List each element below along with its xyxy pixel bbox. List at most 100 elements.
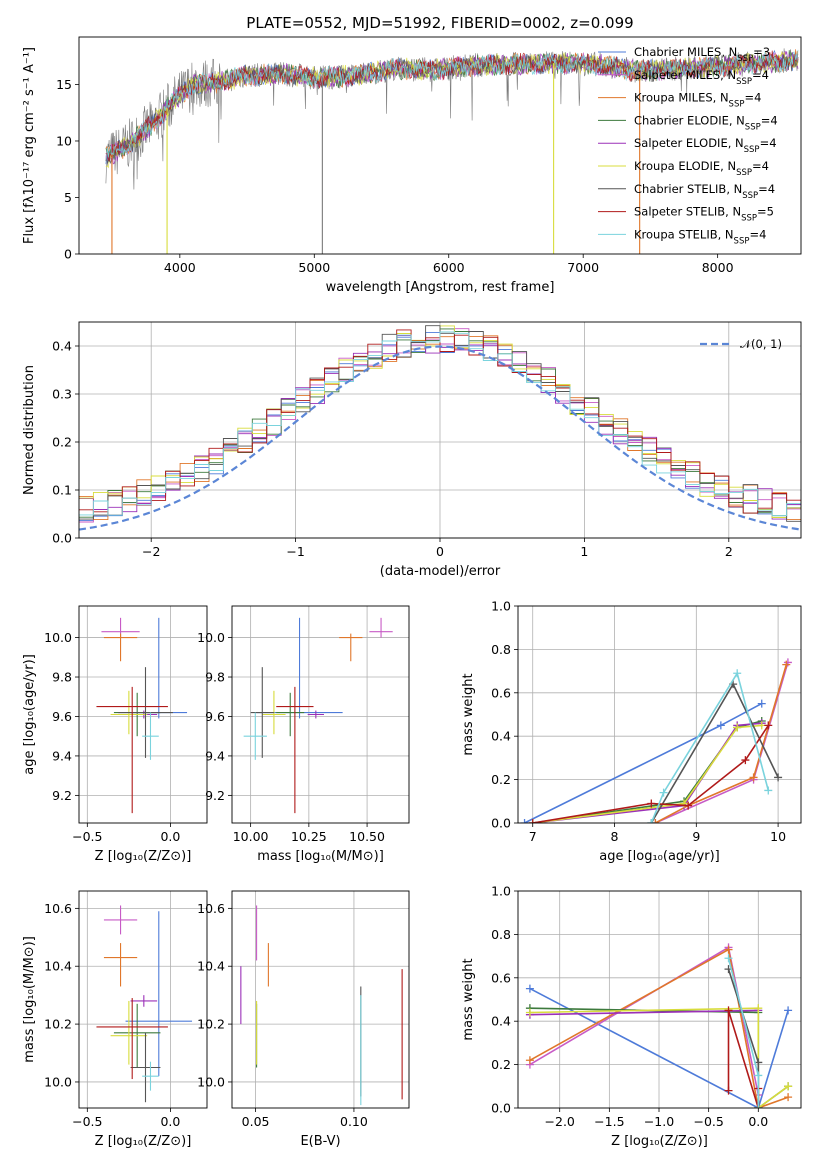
mass-weight-marker bbox=[651, 819, 660, 823]
legend-label: Chabrier ELODIE, NSSP=4 bbox=[634, 113, 778, 132]
x-tick-label: 8000 bbox=[702, 260, 734, 275]
y-axis-label: Flux [fλ10⁻¹⁷ erg cm⁻² s⁻¹ A⁻¹] bbox=[22, 47, 37, 244]
axes-frame bbox=[517, 605, 802, 824]
mass-weight-marker bbox=[733, 723, 742, 732]
y-tick-label: 9.6 bbox=[52, 709, 72, 724]
y-tick-label: 0.1 bbox=[52, 483, 72, 498]
residuals-panel: −2 −1 0 1 2 0.0 0.1 0.2 0.3 0.4 (data-model)/error… bbox=[22, 321, 802, 579]
x-tick-label: −1.5 bbox=[594, 1114, 624, 1129]
x-tick-label: −2.0 bbox=[545, 1114, 575, 1129]
y-tick-label: 1.0 bbox=[491, 599, 511, 614]
mass-weight-marker bbox=[520, 819, 529, 823]
y-axis-label: age [log₁₀(age/yr)] bbox=[22, 654, 37, 775]
y-tick-label: 0.0 bbox=[491, 1101, 511, 1116]
x-tick-label: 7000 bbox=[567, 260, 599, 275]
legend-label: Chabrier MILES, NSSP=3 bbox=[634, 45, 770, 64]
legend-label: Salpeter ELODIE, NSSP=4 bbox=[634, 136, 777, 155]
axes-frame bbox=[78, 890, 208, 1109]
mass-weight-line bbox=[655, 662, 789, 823]
y-tick-label: 0.3 bbox=[52, 387, 72, 402]
legend-label: Chabrier STELIB, NSSP=4 bbox=[634, 182, 775, 201]
mass-weight-marker bbox=[784, 1082, 793, 1091]
axes-frame bbox=[78, 36, 802, 255]
x-tick-label: 4000 bbox=[164, 260, 196, 275]
mass-weight-marker bbox=[774, 773, 783, 782]
mass-weight-marker bbox=[684, 801, 693, 810]
x-tick-label: 7 bbox=[529, 829, 537, 844]
mass-weight-marker bbox=[724, 945, 733, 954]
x-axis-label: Z [log₁₀(Z/Z⊙)] bbox=[95, 1134, 192, 1149]
x-tick-label: 0.0 bbox=[160, 829, 180, 844]
mass-weight-line bbox=[655, 664, 788, 823]
x-tick-label: 8 bbox=[611, 829, 619, 844]
age-vs-Z-plot-area bbox=[96, 617, 188, 814]
x-tick-label: 10.25 bbox=[291, 829, 327, 844]
mass-vs-Z-plot-area bbox=[96, 905, 193, 1103]
y-tick-label: 0.8 bbox=[491, 927, 511, 942]
y-tick-label: 9.8 bbox=[205, 670, 225, 685]
mass-weight-marker bbox=[754, 1071, 763, 1080]
y-axis-label: mass weight bbox=[461, 958, 476, 1040]
y-tick-label: 10.2 bbox=[197, 1017, 225, 1032]
y-tick-label: 9.4 bbox=[52, 748, 72, 763]
x-tick-label: 9 bbox=[692, 829, 700, 844]
mass-weight-marker bbox=[764, 786, 773, 795]
y-tick-label: 0.0 bbox=[491, 816, 511, 831]
y-tick-label: 5 bbox=[64, 190, 72, 205]
mass-weight-marker bbox=[716, 721, 725, 730]
spectrum-plot-area bbox=[105, 48, 799, 254]
mass-weight-marker bbox=[525, 984, 534, 993]
x-tick-label: 2 bbox=[725, 544, 733, 559]
mass-weight-marker bbox=[647, 819, 656, 823]
x-tick-label: 10.00 bbox=[233, 829, 269, 844]
x-tick-label: 6000 bbox=[433, 260, 465, 275]
mass-weight-line bbox=[529, 948, 789, 1108]
x-axis-label: E(B-V) bbox=[300, 1134, 340, 1149]
x-tick-label: 0.0 bbox=[160, 1114, 180, 1129]
age-vs-Z-panel: −0.5 0.0 9.2 9.4 9.6 9.8 10.0 Z [log₁₀(Z/Z⊙)] ag… bbox=[22, 605, 208, 864]
x-axis-label: (data-model)/error bbox=[380, 564, 501, 579]
residual-histogram bbox=[79, 331, 801, 517]
x-tick-label: 0.05 bbox=[242, 1114, 270, 1129]
y-tick-label: 10.6 bbox=[197, 901, 225, 916]
mass-weight-line bbox=[529, 1009, 759, 1016]
x-tick-label: −0.5 bbox=[72, 829, 102, 844]
mass-weight-marker bbox=[724, 1086, 733, 1095]
gaussian-curve bbox=[79, 345, 801, 531]
residuals-plot-area bbox=[79, 325, 801, 531]
figure-title: PLATE=0552, MJD=51992, FIBERID=0002, z=0… bbox=[246, 14, 633, 32]
x-tick-label: −1 bbox=[286, 544, 304, 559]
mass-weight-line bbox=[532, 724, 762, 823]
residual-histogram bbox=[79, 329, 801, 516]
y-tick-label: 0.2 bbox=[52, 435, 72, 450]
mass-weight-marker bbox=[528, 819, 537, 823]
y-tick-label: 0.6 bbox=[491, 970, 511, 985]
x-tick-label: 1 bbox=[580, 544, 588, 559]
x-tick-label: −1.0 bbox=[644, 1114, 674, 1129]
legend-label: Kroupa MILES, NSSP=4 bbox=[634, 91, 761, 110]
x-tick-label: 5000 bbox=[298, 260, 330, 275]
y-tick-label: 15 bbox=[56, 77, 72, 92]
mass-weight-marker bbox=[764, 721, 773, 730]
x-axis-label: age [log₁₀(age/yr)] bbox=[599, 849, 720, 864]
mass-weight-line bbox=[529, 987, 789, 1108]
x-tick-label: 0.0 bbox=[748, 1114, 768, 1129]
weight-vs-Z-panel: −2.0 −1.5 −1.0 −0.5 0.0 0.0 0.2 0.4 0.6 0.8 1.0 Z [… bbox=[461, 884, 802, 1149]
mass-weight-marker bbox=[724, 1006, 733, 1015]
x-axis-label: mass [log₁₀(M/M⊙)] bbox=[257, 849, 384, 864]
axes-frame bbox=[231, 605, 410, 824]
mass-weight-marker bbox=[659, 788, 668, 797]
mass-weight-marker bbox=[749, 773, 758, 782]
y-tick-label: 9.2 bbox=[52, 788, 72, 803]
age-vs-mass-panel: 10.00 10.25 10.50 9.2 9.4 9.6 9.8 10.0 mass [log… bbox=[197, 605, 410, 864]
mass-weight-marker bbox=[754, 1004, 763, 1013]
mass-weight-marker bbox=[784, 1093, 793, 1102]
y-tick-label: 10.6 bbox=[44, 901, 72, 916]
y-tick-label: 0.2 bbox=[491, 1057, 511, 1072]
y-tick-label: 0.8 bbox=[491, 642, 511, 657]
y-tick-label: 9.2 bbox=[205, 788, 225, 803]
legend-label: Kroupa ELODIE, NSSP=4 bbox=[634, 159, 769, 178]
weight-vs-age-plot-area bbox=[520, 658, 792, 823]
